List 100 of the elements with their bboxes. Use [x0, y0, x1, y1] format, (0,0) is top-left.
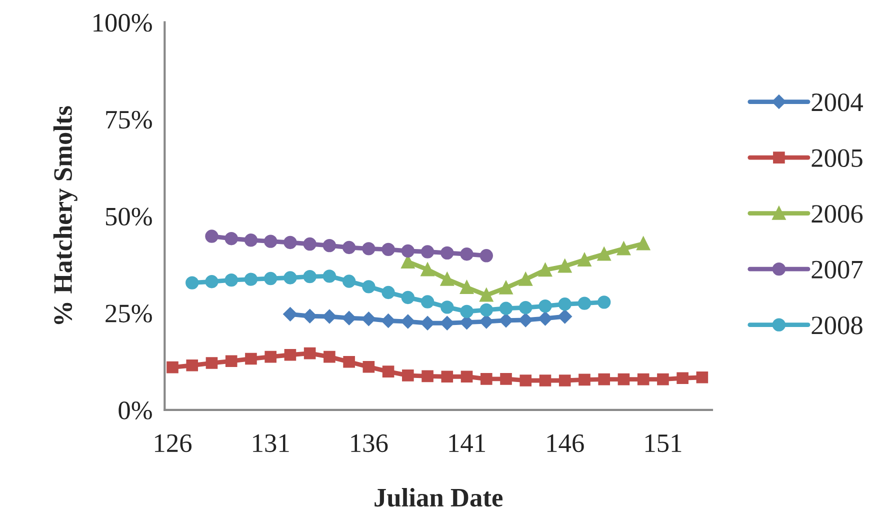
- point: [186, 359, 198, 372]
- point: [302, 309, 317, 324]
- legend-label: 2004: [812, 93, 863, 112]
- point: [381, 314, 396, 328]
- point: [264, 272, 278, 286]
- point: [166, 361, 178, 374]
- point: [538, 299, 552, 313]
- x-tick-label: 141: [449, 434, 485, 452]
- y-tick-label: 100%: [94, 14, 152, 32]
- point: [519, 300, 532, 314]
- point: [480, 249, 493, 262]
- point: [558, 260, 572, 273]
- point: [284, 271, 297, 284]
- point: [440, 300, 454, 314]
- point: [322, 310, 336, 324]
- point: [618, 373, 630, 386]
- point: [617, 242, 630, 256]
- point: [401, 244, 415, 258]
- point: [420, 295, 434, 308]
- point: [578, 253, 592, 267]
- point: [637, 373, 650, 386]
- point: [578, 296, 592, 310]
- y-tick-label: 50%: [106, 208, 152, 226]
- point: [284, 236, 297, 250]
- point: [519, 272, 532, 286]
- y-tick-label: 25%: [106, 304, 152, 323]
- y-axis-title: % Hatchery Smolts: [53, 106, 78, 324]
- point: [460, 304, 474, 318]
- point: [264, 234, 278, 248]
- point: [420, 316, 434, 330]
- point: [676, 372, 688, 384]
- point: [382, 366, 394, 378]
- point: [558, 374, 571, 386]
- x-axis-title: Julian Date: [374, 488, 503, 507]
- point: [342, 274, 356, 288]
- point: [440, 316, 454, 330]
- point: [324, 350, 336, 363]
- point: [205, 230, 218, 243]
- point: [460, 248, 474, 261]
- legend-label: 2007: [812, 260, 863, 279]
- point: [224, 232, 238, 246]
- point: [342, 311, 356, 325]
- point: [342, 240, 356, 254]
- point: [539, 374, 552, 386]
- point: [244, 234, 258, 247]
- point: [401, 255, 415, 268]
- point: [441, 370, 454, 382]
- point: [479, 314, 494, 328]
- point: [499, 302, 513, 315]
- point: [382, 242, 395, 256]
- point: [500, 373, 512, 385]
- x-tick-label: 131: [253, 434, 289, 452]
- point: [401, 290, 415, 304]
- point: [598, 248, 611, 261]
- point: [598, 296, 611, 309]
- point: [460, 280, 474, 294]
- point: [440, 272, 454, 286]
- point: [343, 356, 355, 368]
- point: [224, 273, 238, 287]
- point: [283, 307, 298, 322]
- point: [598, 373, 610, 386]
- point: [362, 312, 376, 326]
- point: [422, 370, 434, 382]
- point: [518, 313, 533, 327]
- point: [558, 298, 572, 311]
- point: [400, 314, 415, 328]
- point: [362, 242, 376, 256]
- point: [362, 280, 376, 294]
- point: [225, 355, 238, 367]
- point: [284, 348, 296, 361]
- point: [538, 263, 552, 277]
- point: [578, 374, 590, 386]
- point: [420, 263, 434, 276]
- point: [304, 347, 316, 360]
- point: [264, 350, 276, 363]
- legend-label: 2008: [812, 316, 862, 334]
- point: [205, 275, 218, 288]
- point: [402, 370, 414, 382]
- point: [460, 370, 473, 382]
- y-tick-label: 0%: [118, 402, 152, 420]
- point: [499, 281, 513, 294]
- point: [499, 313, 513, 328]
- point: [480, 303, 493, 317]
- point: [382, 286, 395, 300]
- legend-label: 2005: [812, 149, 862, 168]
- point: [696, 371, 708, 384]
- point: [206, 357, 218, 369]
- point: [303, 237, 316, 251]
- point: [538, 312, 552, 326]
- legend-label: 2006: [812, 204, 863, 223]
- point: [322, 270, 336, 283]
- point: [657, 373, 669, 386]
- x-tick-label: 146: [547, 434, 584, 452]
- point: [480, 373, 492, 385]
- point: [520, 374, 532, 386]
- y-tick-label: 75%: [106, 110, 152, 129]
- point: [440, 246, 454, 260]
- point: [420, 245, 434, 258]
- x-tick-label: 151: [645, 434, 682, 452]
- x-tick-label: 136: [351, 434, 388, 452]
